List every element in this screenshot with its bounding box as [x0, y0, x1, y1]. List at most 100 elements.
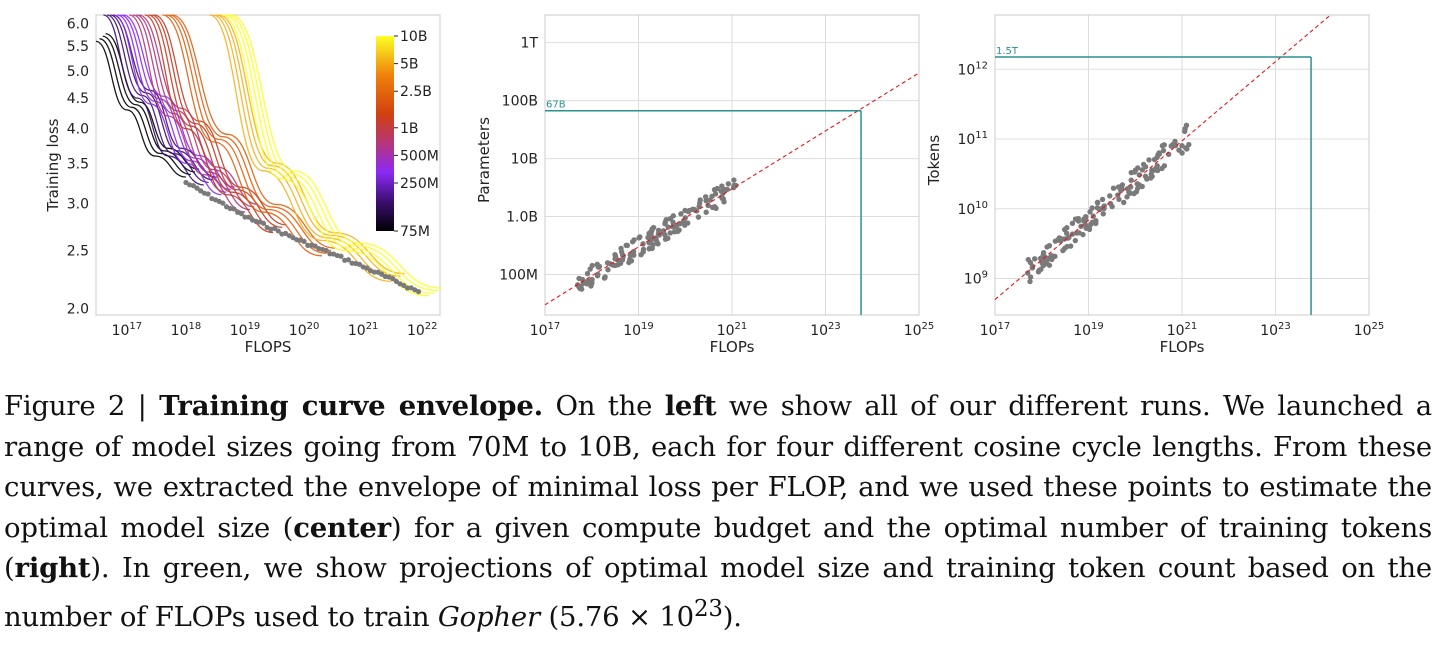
data-point	[1119, 185, 1125, 192]
data-point	[719, 183, 725, 189]
parameters-plot: 67B 1T 100B 10B 1.0B 100M 1017 1019 1021 1023 1025…	[475, 14, 935, 356]
loss-curve	[135, 14, 255, 208]
caption-bold-left: left	[664, 390, 717, 422]
x-tick-label: 1019	[230, 321, 261, 339]
data-point	[1155, 167, 1161, 174]
envelope-point	[401, 282, 407, 289]
caption-text: ) for a given compute budget and the opt…	[4, 511, 1432, 585]
data-point	[1080, 231, 1086, 238]
data-point	[685, 208, 692, 215]
data-point	[662, 236, 669, 242]
data-point	[1069, 220, 1076, 227]
loss-curve	[113, 14, 222, 196]
data-point	[649, 245, 655, 252]
envelope-point	[194, 185, 200, 191]
data-point	[1161, 142, 1167, 148]
caption-text: ). In green, we show projections of opti…	[4, 552, 1432, 633]
figure-caption: Figure 2 | Training curve envelope. On t…	[4, 386, 1432, 637]
data-point	[731, 182, 737, 189]
data-point	[697, 197, 703, 203]
y-axis-label: Training loss	[44, 118, 62, 212]
envelope-point	[393, 278, 399, 284]
data-point	[619, 257, 626, 263]
data-point	[1054, 237, 1061, 243]
data-point	[1183, 145, 1189, 151]
data-point	[1027, 278, 1033, 285]
y-tick-label: 1010	[957, 200, 988, 218]
plot-frame	[95, 14, 441, 316]
projection-label: 67B	[546, 100, 566, 111]
envelope-point	[301, 238, 307, 245]
data-point	[1031, 256, 1038, 262]
x-tick-label: 1017	[980, 321, 1011, 339]
data-point	[649, 234, 655, 241]
loss-curve	[224, 14, 434, 294]
data-point	[1183, 122, 1190, 129]
envelope-point	[275, 228, 281, 234]
y-axis-label: Parameters	[475, 117, 493, 203]
loss-curve	[221, 14, 429, 297]
data-point	[719, 195, 725, 201]
x-tick-label: 1025	[904, 321, 935, 339]
loss-curve	[112, 14, 217, 178]
data-point	[1127, 190, 1134, 196]
data-point	[1040, 249, 1047, 256]
envelope-point	[231, 206, 237, 212]
data-point	[615, 262, 621, 268]
loss-curve	[106, 14, 209, 183]
data-point	[665, 224, 671, 230]
envelope-point	[242, 214, 248, 220]
loss-curve	[154, 14, 287, 226]
caption-text: ).	[722, 600, 742, 633]
data-point	[713, 205, 719, 212]
data-point	[1100, 211, 1106, 217]
data-point	[1035, 269, 1042, 275]
data-point	[1146, 157, 1152, 163]
data-point	[577, 285, 583, 292]
loss-curve	[132, 14, 250, 211]
loss-curve	[138, 14, 259, 206]
y-tick-label: 1011	[957, 130, 988, 148]
data-point	[660, 228, 667, 234]
colorbar-label: 250M	[400, 176, 439, 192]
data-point	[627, 256, 633, 262]
data-point	[589, 276, 595, 283]
x-tick-label: 1023	[810, 321, 841, 339]
data-point	[695, 214, 702, 220]
data-point	[724, 186, 730, 193]
envelope-point	[364, 265, 370, 271]
y-tick-label: 1T	[521, 36, 539, 52]
y-tick-label: 6.0	[67, 17, 89, 33]
data-point	[584, 281, 590, 287]
y-tick-label: 5.0	[67, 64, 89, 80]
data-point	[667, 215, 674, 222]
data-point	[685, 220, 691, 226]
data-point	[725, 181, 732, 187]
x-tick-label: 1018	[171, 321, 202, 339]
data-point	[636, 235, 642, 241]
data-point	[618, 245, 624, 252]
data-point	[671, 229, 678, 235]
x-tick-label: 1021	[717, 321, 748, 339]
caption-title: Training curve envelope.	[159, 390, 543, 422]
colorbar-label: 1B	[400, 121, 419, 137]
data-point	[1133, 188, 1140, 195]
caption-bold-center: center	[293, 511, 391, 544]
data-point	[663, 216, 669, 223]
colorbar-label: 5B	[400, 57, 419, 73]
loss-curve	[117, 14, 227, 193]
tokens-plot: 1.5T 1012 1011 1010 109 1017 1019 1021 1023 1025 F…	[925, 14, 1384, 356]
x-tick-label: 1022	[407, 321, 438, 339]
y-tick-label: 3.0	[67, 196, 89, 212]
data-point	[1149, 167, 1155, 173]
data-point	[1124, 194, 1130, 200]
data-point	[702, 194, 709, 200]
loss-curve	[109, 14, 213, 181]
envelope-point	[238, 211, 244, 217]
colorbar-label: 2.5B	[400, 84, 432, 100]
data-point	[1075, 215, 1082, 222]
loss-curve	[218, 14, 405, 275]
caption-superscript: 23	[693, 595, 723, 622]
y-tick-label: 2.5	[67, 244, 89, 260]
data-point	[602, 275, 608, 281]
